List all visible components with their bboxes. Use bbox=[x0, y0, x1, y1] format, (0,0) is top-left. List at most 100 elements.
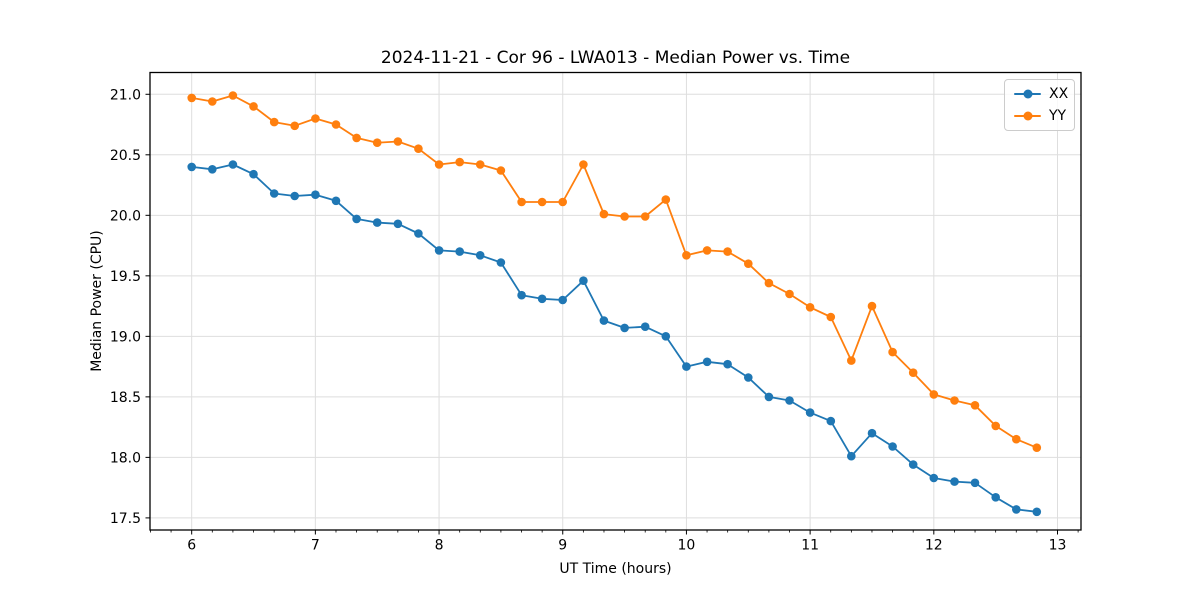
series-xx-marker bbox=[970, 478, 980, 488]
y-tick-label: 19.0 bbox=[110, 329, 141, 345]
series-yy-marker bbox=[393, 137, 403, 146]
series-xx-marker bbox=[599, 316, 609, 325]
series-yy-marker bbox=[311, 114, 320, 123]
series-yy-marker bbox=[640, 212, 650, 221]
series-yy-marker bbox=[352, 133, 361, 143]
series-xx-marker bbox=[496, 258, 506, 267]
series-yy-marker bbox=[269, 117, 279, 127]
series-xx-marker bbox=[558, 295, 567, 305]
series-xx-marker bbox=[888, 442, 897, 451]
legend-item-xx: XX bbox=[1014, 85, 1069, 102]
series-xx-line bbox=[191, 163, 1037, 513]
series-yy-marker bbox=[950, 396, 959, 405]
series-xx-marker bbox=[991, 493, 1000, 502]
series-xx-marker bbox=[517, 290, 526, 300]
series-yy-marker bbox=[785, 289, 794, 299]
series-xx-marker bbox=[620, 323, 629, 333]
series-yy-marker bbox=[661, 195, 671, 204]
series-xx-marker bbox=[579, 276, 588, 286]
series-xx-marker bbox=[640, 322, 650, 332]
series-xx-marker bbox=[723, 359, 732, 369]
y-tick-label: 20.5 bbox=[110, 148, 141, 164]
y-axis-label: Median Power (CPU) bbox=[89, 230, 105, 372]
series-yy-marker bbox=[867, 301, 877, 311]
x-tick-label: 10 bbox=[678, 538, 696, 554]
series-xx-marker bbox=[249, 169, 258, 179]
x-tick-label: 8 bbox=[435, 538, 444, 554]
series-xx-marker bbox=[1012, 505, 1021, 514]
series-yy-marker bbox=[414, 144, 423, 153]
series-xx-marker bbox=[764, 392, 774, 402]
series-xx-marker bbox=[455, 247, 465, 256]
series-yy-marker bbox=[331, 120, 341, 129]
series-yy-marker bbox=[1032, 443, 1042, 453]
series-yy-marker bbox=[991, 421, 1000, 431]
y-tick-label: 18.0 bbox=[110, 450, 141, 466]
series-yy-line bbox=[191, 94, 1038, 449]
series-xx-marker bbox=[661, 332, 671, 341]
series-xx-marker bbox=[847, 451, 856, 461]
series-yy-marker bbox=[929, 390, 939, 399]
series-xx-marker bbox=[434, 246, 444, 255]
series-yy-marker bbox=[208, 97, 217, 106]
series-yy-marker bbox=[702, 246, 712, 255]
series-xx-marker bbox=[950, 477, 959, 486]
series-yy-marker bbox=[434, 160, 444, 169]
series-yy-marker bbox=[455, 157, 465, 167]
y-tick-label: 17.5 bbox=[110, 511, 141, 527]
series-yy-marker bbox=[805, 303, 815, 312]
series-xx-marker bbox=[475, 251, 485, 260]
series-yy-marker bbox=[599, 209, 609, 219]
series-yy-marker bbox=[579, 160, 588, 169]
series-xx-marker bbox=[331, 196, 341, 206]
y-tick-label: 20.0 bbox=[110, 208, 141, 224]
series-xx-marker bbox=[1032, 507, 1042, 517]
series-xx-marker bbox=[352, 214, 361, 224]
series-xx-marker bbox=[805, 408, 815, 417]
series-xx-marker bbox=[867, 428, 877, 438]
series-yy-marker bbox=[1012, 434, 1021, 444]
legend-item-yy: YY bbox=[1014, 107, 1066, 124]
series-xx-marker bbox=[269, 189, 279, 198]
series-yy-marker bbox=[888, 347, 897, 357]
legend: XX YY bbox=[1004, 79, 1075, 131]
series-yy-marker bbox=[908, 368, 918, 378]
series-xx-marker bbox=[414, 229, 423, 238]
series-yy-marker bbox=[372, 138, 382, 147]
series-xx-marker bbox=[826, 416, 836, 426]
series-yy-marker bbox=[537, 197, 547, 207]
series-xx-marker bbox=[290, 191, 300, 201]
plot-spines bbox=[149, 71, 1082, 531]
series-xx-marker bbox=[311, 190, 320, 199]
series-yy-marker bbox=[826, 312, 836, 322]
series-yy-marker bbox=[744, 259, 753, 269]
x-tick-label: 9 bbox=[558, 538, 567, 554]
legend-label-xx: XX bbox=[1049, 85, 1069, 102]
series-yy-marker bbox=[558, 197, 567, 207]
series-xx-marker bbox=[208, 165, 217, 174]
series-xx-marker bbox=[744, 373, 753, 382]
legend-label-yy: YY bbox=[1049, 107, 1067, 124]
series-xx-marker bbox=[537, 294, 547, 304]
series-yy-marker bbox=[764, 278, 774, 288]
chart-title: 2024-11-21 - Cor 96 - LWA013 - Median Po… bbox=[380, 48, 851, 68]
series-xx-marker bbox=[785, 396, 794, 405]
y-tick-label: 18.5 bbox=[110, 390, 141, 406]
x-tick-label: 11 bbox=[801, 538, 819, 554]
legend-line-marker-yy bbox=[1014, 111, 1041, 121]
x-tick-label: 13 bbox=[1049, 538, 1067, 554]
series-xx-marker bbox=[187, 162, 196, 172]
series-yy-marker bbox=[475, 160, 485, 169]
series-yy-marker bbox=[187, 93, 196, 103]
legend-line-marker-xx bbox=[1014, 89, 1041, 99]
series-xx-marker bbox=[702, 357, 712, 367]
y-tick-label: 21.0 bbox=[110, 87, 141, 103]
series-yy-marker bbox=[290, 121, 300, 131]
x-tick-label: 7 bbox=[311, 538, 320, 554]
series-yy-marker bbox=[847, 356, 856, 365]
series-xx-marker bbox=[908, 460, 918, 469]
x-axis-label: UT Time (hours) bbox=[559, 561, 672, 577]
x-tick-label: 12 bbox=[925, 538, 943, 554]
